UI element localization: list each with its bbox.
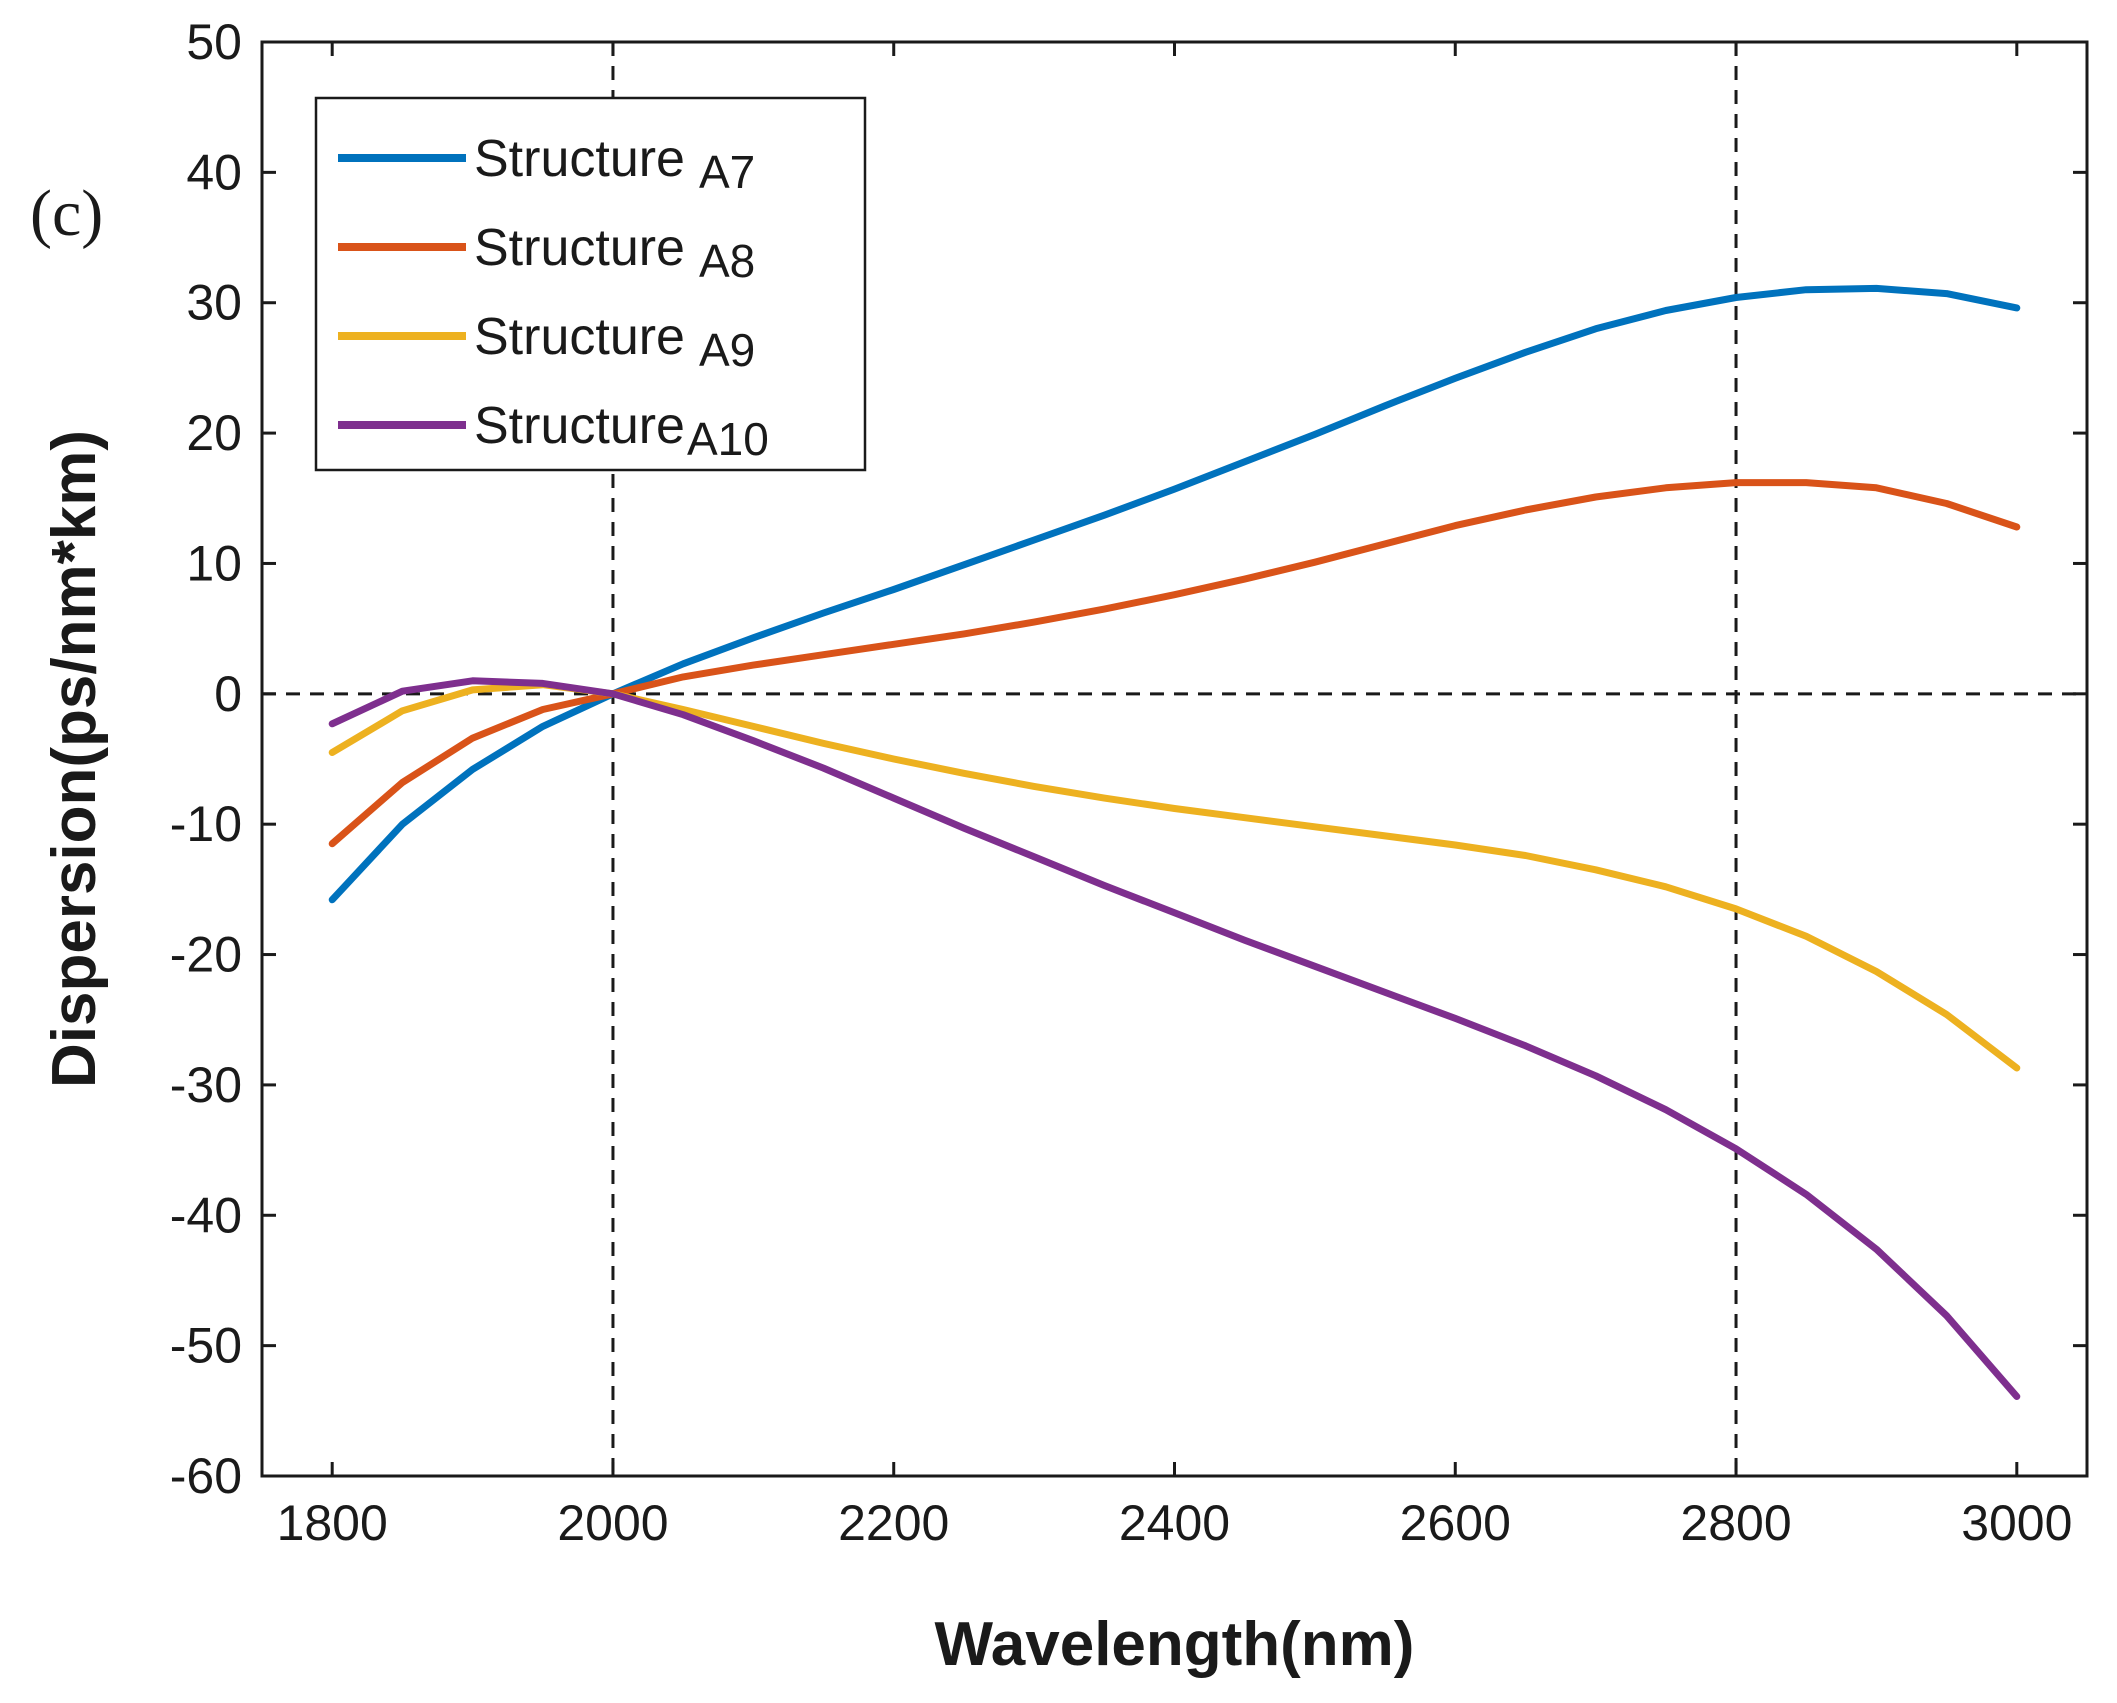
x-tick-label-4: 2600: [1400, 1495, 1511, 1551]
y-axis-title: Dispersion(ps/nm*km): [40, 430, 109, 1088]
panel-label: (c): [30, 177, 103, 250]
y-tick-label-9: -40: [170, 1187, 242, 1243]
series-line-a8: [328, 479, 2021, 848]
x-tick-label-2: 2200: [838, 1495, 949, 1551]
y-tick-label-1: 40: [186, 144, 242, 200]
y-tick-label-7: -20: [170, 927, 242, 983]
y-tick-label-11: -60: [170, 1448, 242, 1504]
x-axis-title: Wavelength(nm): [935, 1610, 1415, 1679]
y-tick-label-4: 10: [186, 535, 242, 591]
series-lines: [328, 284, 2021, 1400]
x-tick-label-0: 1800: [277, 1495, 388, 1551]
legend-label-a9: Structure A9: [474, 308, 755, 376]
reference-lines: [262, 42, 2087, 1476]
y-tick-label-5: 0: [214, 666, 242, 722]
series-line-a10: [328, 677, 2021, 1400]
y-tick-label-10: -50: [170, 1318, 242, 1374]
y-tick-label-2: 30: [186, 275, 242, 331]
y-tick-label-0: 50: [186, 14, 242, 70]
legend: Structure A7 Structure A8 Structure A9 Structu…: [314, 96, 867, 472]
legend-label-a7: Structure A7: [474, 130, 755, 198]
legend-label-a8: Structure A8: [474, 219, 755, 287]
y-tick-label-8: -30: [170, 1057, 242, 1113]
legend-label-a10: StructureA10: [474, 397, 769, 465]
axis-ticks: [262, 40, 2087, 1478]
legend-entries: Structure A7 Structure A8 Structure A9 Structu…: [338, 130, 769, 465]
x-tick-label-1: 2000: [557, 1495, 668, 1551]
tick-labels: 1800 2000 2200 2400 2600 2800 3000 50 40 30 20 10 0 -…: [170, 14, 2073, 1551]
x-tick-label-5: 2800: [1680, 1495, 1791, 1551]
y-tick-label-3: 20: [186, 405, 242, 461]
x-tick-label-6: 3000: [1961, 1495, 2072, 1551]
series-line-a9: [328, 681, 2021, 1072]
x-tick-label-3: 2400: [1119, 1495, 1230, 1551]
y-tick-label-6: -10: [170, 796, 242, 852]
